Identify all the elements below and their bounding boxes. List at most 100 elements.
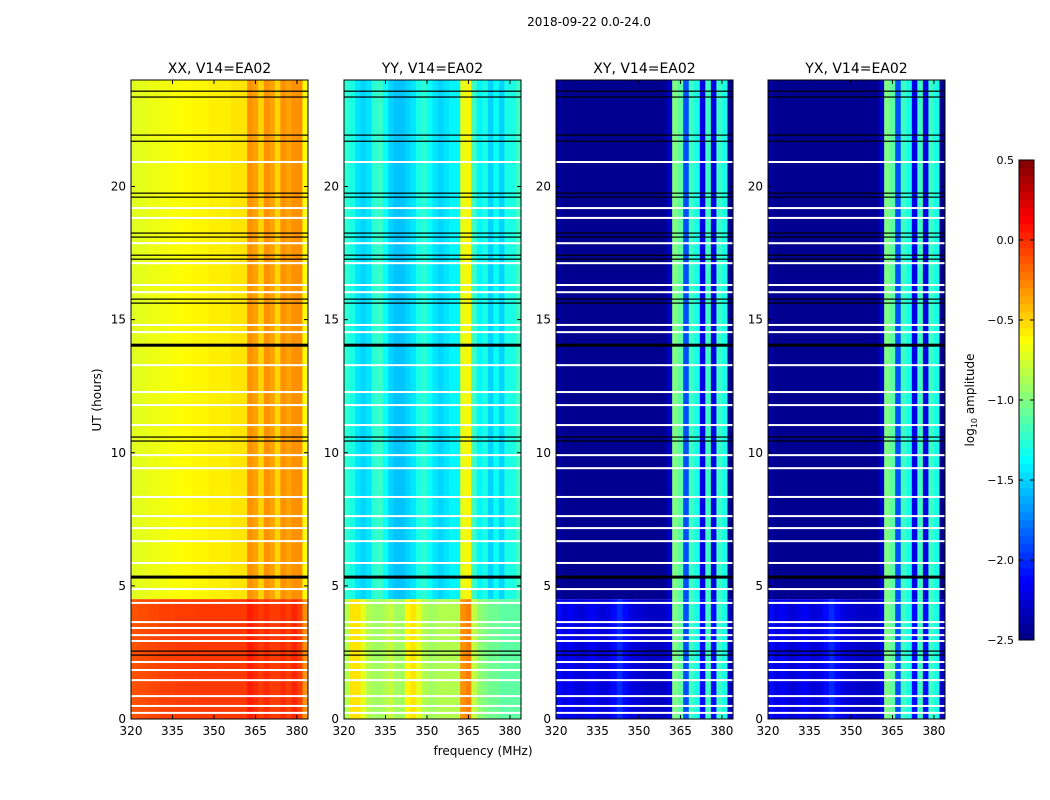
scan-boundary-line [768,196,945,198]
heatmap-cell [705,599,712,719]
flagged-row [344,711,521,714]
heatmap-cell [578,80,585,600]
flagged-row [131,364,308,367]
scan-boundary-line [131,236,308,238]
heatmap-cell [661,599,668,719]
x-tick-label: 350 [203,724,226,738]
flagged-row [131,621,308,624]
heatmap-cell [939,80,946,600]
heatmap-cell [688,80,695,600]
heatmap-cell [465,599,472,719]
heatmap-cell [274,599,281,719]
flagged-row [556,404,733,407]
scan-boundary-line [344,90,521,92]
heatmap-cell [845,599,852,719]
flagged-row [344,262,521,265]
y-axis-label: UT (hours) [90,368,104,431]
heatmap-cell [721,599,728,719]
heatmap-cell [131,80,138,600]
heatmap-cell [285,80,292,600]
scan-boundary-line [131,654,308,656]
heatmap-cell [611,599,618,719]
scan-boundary-line [344,196,521,198]
colorbar-segment [1019,336,1034,345]
heatmap-cell [917,80,924,600]
heatmap-cell [828,80,835,600]
axes-frame [130,79,309,720]
heatmap-cell [465,80,472,600]
scan-boundary-line [131,196,308,198]
colorbar-tick-label: 0.0 [997,234,1015,247]
scan-boundary-line [556,436,733,438]
heatmap-cell [638,80,645,600]
panel-title: YY, V14=EA02 [381,61,483,77]
heatmap-cell [349,599,356,719]
flagged-row [556,695,733,698]
heatmap-cell [895,599,902,719]
heatmap-cell [438,80,445,600]
colorbar-segment [1019,424,1034,433]
flagged-row [131,284,308,287]
heatmap-cell [208,80,215,600]
scan-boundary-line [344,440,521,442]
heatmap-cell [773,80,780,600]
heatmap-cell [164,80,171,600]
flagged-row [131,588,308,591]
heatmap-cell [225,80,232,600]
colorbar-tick-label: −1.0 [987,394,1014,407]
heatmap-cell [839,599,846,719]
colorbar-segment [1019,168,1034,177]
colorbar-segment [1019,448,1034,457]
colorbar-segment [1019,504,1034,513]
scan-boundary-line [768,90,945,92]
flagged-row [556,161,733,164]
scan-boundary-line [131,436,308,438]
heatmap-cell [661,80,668,600]
flagged-row [344,284,521,287]
flagged-row [131,661,308,664]
scan-boundary-line [131,232,308,234]
heatmap-cell [147,599,154,719]
scan-boundary-line [556,440,733,442]
colorbar-segment [1019,328,1034,337]
heatmap-cell [716,599,723,719]
colorbar-segment [1019,472,1034,481]
heatmap-cell [202,599,209,719]
heatmap-cell [862,599,869,719]
flagged-row [768,323,945,326]
flagged-row [556,527,733,530]
y-tick-label: 15 [536,313,551,327]
scan-boundary-line [344,298,521,300]
flagged-row [556,495,733,498]
flagged-row [768,262,945,265]
heatmap-cell [939,599,946,719]
panel-title: YX, V14=EA02 [804,61,907,77]
flagged-row [344,424,521,427]
flagged-row [131,527,308,530]
heatmap-cell [572,80,579,600]
heatmap-cell [556,599,563,719]
heatmap-cell [136,599,143,719]
heatmap-cell [219,80,226,600]
heatmap-cell [666,599,673,719]
y-tick-label: 10 [536,446,551,460]
colorbar-segment [1019,176,1034,185]
panel-title: XY, V14=EA02 [593,61,695,77]
flagged-row [768,588,945,591]
flagged-row [556,291,733,294]
flagged-row [344,626,521,629]
colorbar-segment [1019,480,1034,489]
heatmap-cell [627,80,634,600]
flagged-row [344,454,521,457]
x-tick-label: 380 [285,724,308,738]
colorbar-segment [1019,416,1034,425]
heatmap-cell [131,599,138,719]
heatmap-cell [482,80,489,600]
y-tick-label: 15 [748,313,763,327]
heatmap-cell [884,80,891,600]
flagged-row [768,669,945,672]
scan-boundary-line [768,650,945,652]
x-tick-label: 350 [416,724,439,738]
heatmap-cell [158,80,165,600]
